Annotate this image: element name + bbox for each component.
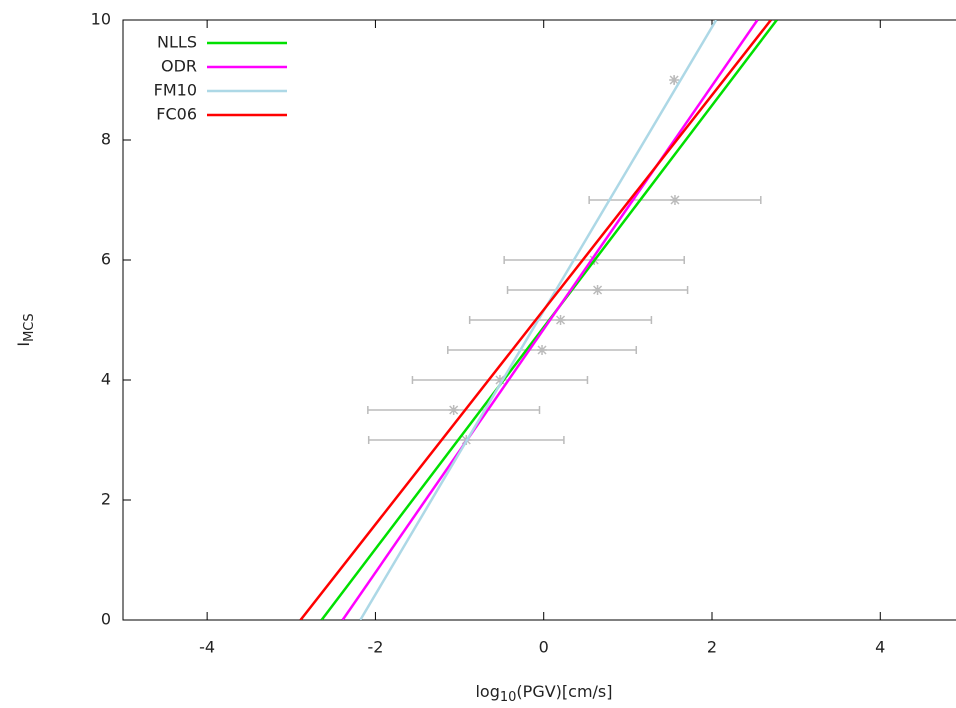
x-tick-label: -2 [367,638,383,657]
x-tick-label: -4 [199,638,215,657]
x-label-sub: 10 [500,690,517,705]
y-tick-label: 10 [91,10,111,29]
legend-label: NLLS [157,33,197,52]
y-label-sub: MCS [22,313,37,342]
series-line [341,20,759,620]
point [669,195,680,205]
x-tick-label: 2 [707,638,717,657]
y-tick-label: 2 [101,490,111,509]
y-tick-label: 6 [101,250,111,269]
series-line [299,20,772,620]
point [592,285,603,295]
legend-label: ODR [161,57,197,76]
point [448,405,459,415]
point [537,345,548,355]
legend-label: FC06 [156,105,197,124]
y-axis-label: IMCS [14,313,37,346]
x-tick-label: 4 [875,638,885,657]
y-tick-label: 8 [101,130,111,149]
series-line [359,20,718,620]
x-label-part: log [475,682,499,701]
y-tick-label: 0 [101,610,111,629]
x-tick-label: 0 [539,638,549,657]
y-label-part: I [14,342,33,347]
x-label-part: (PGV)[cm/s] [516,682,612,701]
point [494,375,505,385]
plot-border [122,19,956,621]
y-tick-label: 4 [101,370,111,389]
legend-label: FM10 [154,81,197,100]
x-axis-label: log10(PGV)[cm/s] [475,682,612,705]
point [555,315,566,325]
point [669,75,680,85]
